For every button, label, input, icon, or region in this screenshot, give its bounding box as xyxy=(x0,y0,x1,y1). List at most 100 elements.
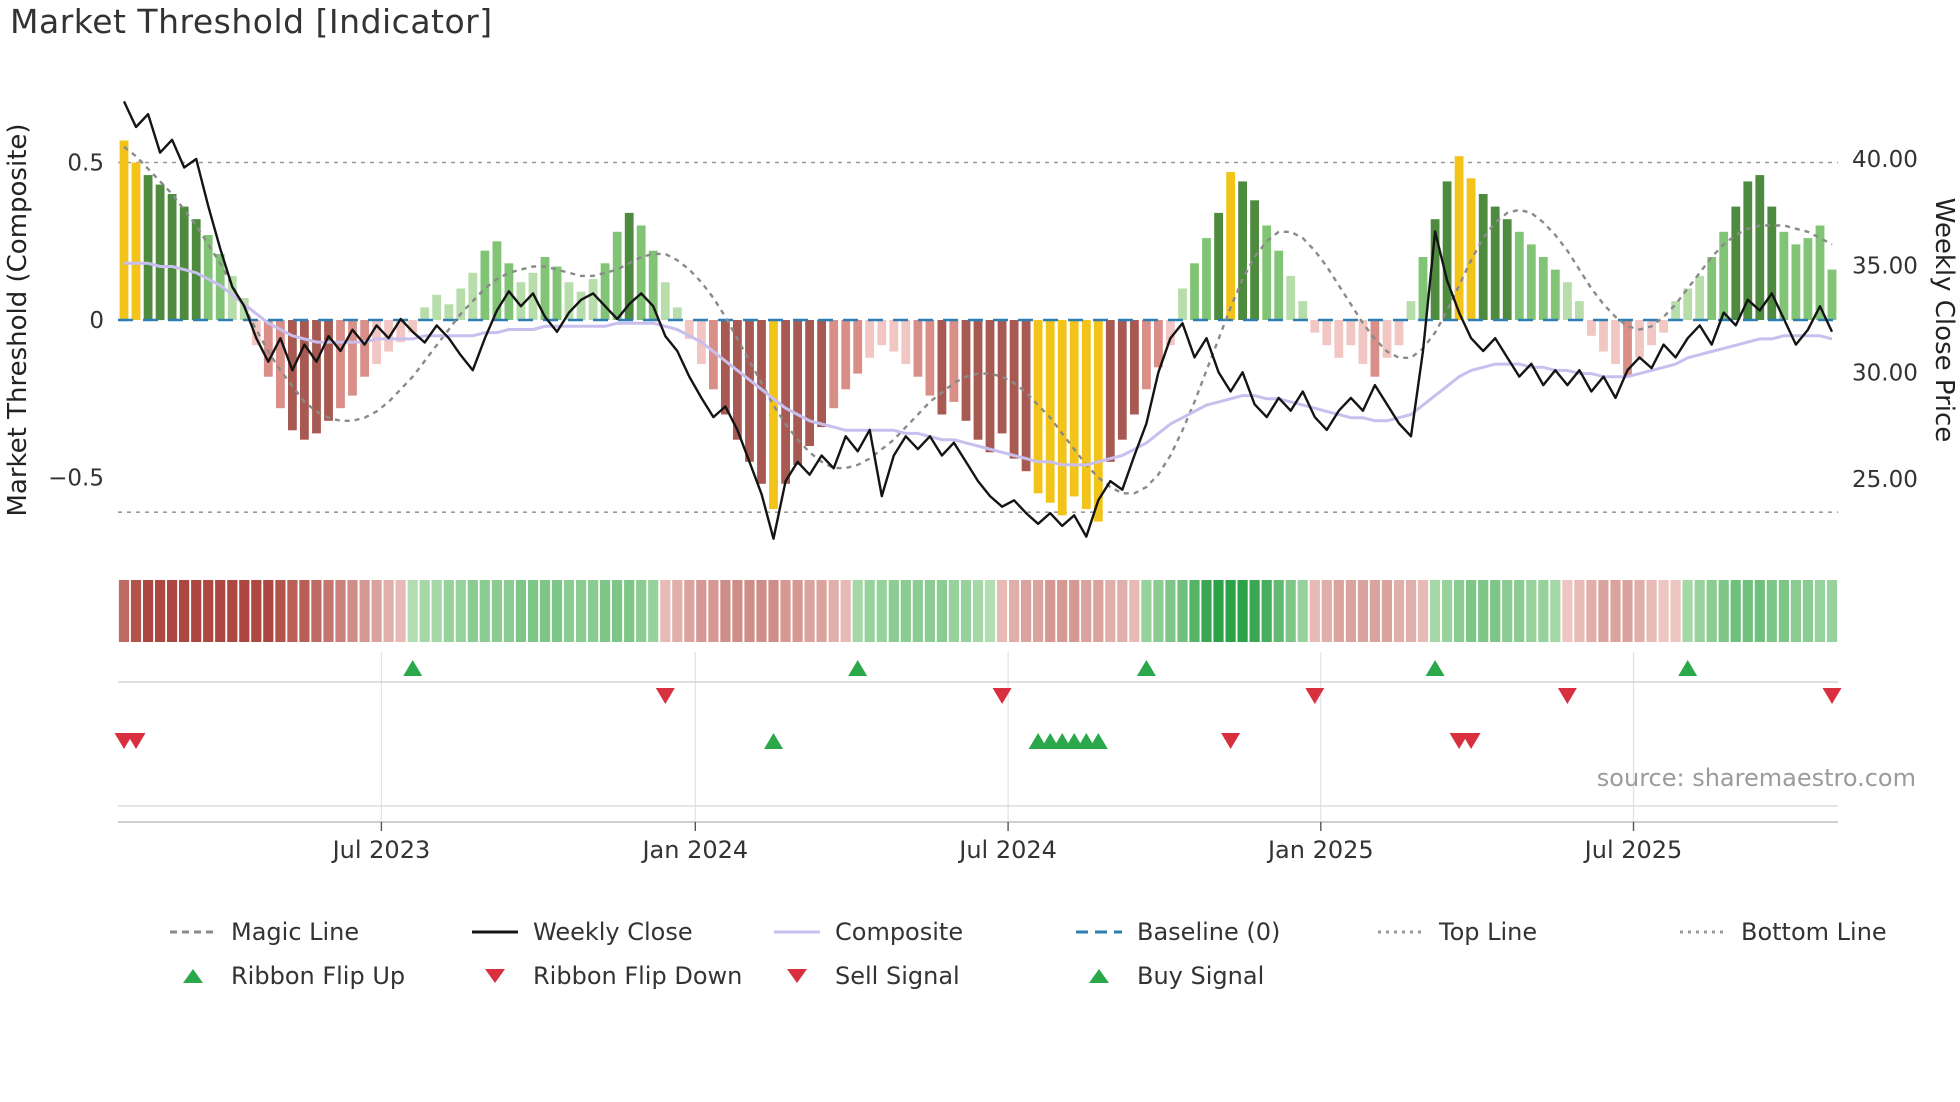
legend-label-sell-signal: Sell Signal xyxy=(835,962,960,990)
right-axis-title: Weekly Close Price xyxy=(1929,198,1959,443)
ribbon-cell xyxy=(551,580,563,642)
composite-bar xyxy=(1767,206,1777,320)
ribbon-cell xyxy=(203,580,214,642)
composite-bar xyxy=(119,140,129,320)
composite-bar xyxy=(1154,320,1163,368)
ribbon-cell xyxy=(936,580,947,642)
composite-bar xyxy=(1779,231,1789,320)
composite-bar xyxy=(540,257,550,320)
ribbon-cell xyxy=(1381,580,1392,642)
ribbon-cell xyxy=(1129,580,1140,642)
x-axis-tick-label: Jan 2024 xyxy=(640,836,748,864)
composite-bar xyxy=(1093,320,1103,522)
composite-bar xyxy=(877,320,887,346)
ribbon-cell xyxy=(588,580,599,642)
composite-bar xyxy=(300,320,309,440)
composite-bar xyxy=(576,291,586,321)
ribbon-cell xyxy=(383,580,394,642)
ribbon-flip-up-glyph xyxy=(183,969,203,983)
ribbon-cell xyxy=(1357,580,1368,642)
ribbon-flip-down-marker xyxy=(655,688,675,704)
buy-signal-marker xyxy=(1088,733,1108,749)
ribbon-cell xyxy=(1165,580,1176,642)
ribbon-cell xyxy=(660,580,671,642)
ribbon-cell xyxy=(1670,580,1681,642)
ribbon-cell xyxy=(804,580,815,642)
ribbon-cell xyxy=(1153,580,1164,642)
composite-bar xyxy=(829,320,839,409)
ribbon-cell xyxy=(612,580,623,642)
composite-bar xyxy=(552,266,562,321)
composite-bar xyxy=(805,320,814,446)
sell-signal-marker xyxy=(1221,733,1241,749)
ribbon-cell xyxy=(1177,580,1188,642)
ribbon-cell xyxy=(1610,580,1621,642)
composite-bar xyxy=(1563,282,1572,320)
composite-bar xyxy=(745,320,754,462)
ribbon-cell xyxy=(576,580,587,642)
ribbon-cell xyxy=(1682,580,1693,642)
ribbon-cell xyxy=(1478,580,1489,642)
composite-bar xyxy=(324,320,333,421)
ribbon-flip-up-marker xyxy=(1425,660,1445,676)
ribbon-cell xyxy=(1586,580,1597,642)
composite-bar xyxy=(1021,320,1031,472)
composite-line xyxy=(124,261,1833,467)
ribbon-cell xyxy=(1754,580,1765,642)
legend-item-top-line: Top Line xyxy=(1376,918,1678,946)
ribbon-cell xyxy=(515,580,526,642)
composite-bar xyxy=(312,320,321,434)
ribbon-cell xyxy=(1345,580,1356,642)
ribbon-cell xyxy=(792,580,803,642)
baseline-0-glyph xyxy=(1076,930,1122,934)
composite-bar xyxy=(1611,320,1620,365)
ribbon-cell xyxy=(1574,580,1585,642)
ribbon-flip-up-marker xyxy=(848,660,868,676)
ribbon-cell xyxy=(1009,580,1020,642)
composite-bar xyxy=(1057,320,1067,516)
ribbon-flip-down-marker xyxy=(1557,688,1577,704)
legend-label-baseline-0: Baseline (0) xyxy=(1137,918,1281,946)
ribbon-cell xyxy=(1105,580,1116,642)
ribbon-cell xyxy=(130,580,142,642)
sell-signal-marker xyxy=(114,733,134,749)
ribbon-cell xyxy=(263,580,274,642)
composite-bar xyxy=(636,225,646,320)
ribbon-cell xyxy=(684,580,695,642)
ribbon-cell xyxy=(888,580,899,642)
composite-bar xyxy=(853,320,863,374)
composite-bar xyxy=(1683,288,1693,320)
composite-bar xyxy=(1695,275,1705,320)
ribbon-cell xyxy=(563,580,575,642)
sell-signal-glyph xyxy=(787,969,807,983)
ribbon-cell xyxy=(1405,580,1417,642)
composite-bar xyxy=(288,320,297,431)
composite-bar xyxy=(1081,320,1091,509)
composite-bar xyxy=(191,219,201,320)
ribbon-cell xyxy=(912,580,923,642)
composite-bar xyxy=(1322,320,1332,346)
composite-bar xyxy=(480,250,490,320)
ribbon-cell xyxy=(1321,580,1332,642)
ribbon-flip-down-marker xyxy=(1305,688,1325,704)
composite-bar xyxy=(841,320,851,390)
composite-bar xyxy=(1442,181,1452,320)
ribbon-cell xyxy=(443,580,454,642)
ribbon-cell xyxy=(407,580,418,642)
ribbon-cell xyxy=(852,580,863,642)
indicator-chart: 0.5 0 −0.5 40.00 35.00 30.00 25.00 Market Thres… xyxy=(3,100,1959,864)
ribbon-cell xyxy=(876,580,887,642)
ribbon-cell xyxy=(720,580,731,642)
buy-signal-marker xyxy=(1064,733,1084,749)
x-axis-tick-label: Jan 2025 xyxy=(1266,836,1374,864)
ribbon-cell xyxy=(756,580,767,642)
composite-bar xyxy=(179,206,189,320)
legend-label-ribbon-flip-up: Ribbon Flip Up xyxy=(231,962,406,990)
right-axis-tick: 25.00 xyxy=(1852,467,1918,493)
composite-bar xyxy=(1406,301,1416,320)
sell-signal-marker xyxy=(1449,733,1469,749)
ribbon-cell xyxy=(1045,580,1056,642)
composite-bar xyxy=(985,320,995,453)
ribbon-cell xyxy=(924,580,935,642)
ribbon-flip-up-marker xyxy=(1136,660,1156,676)
